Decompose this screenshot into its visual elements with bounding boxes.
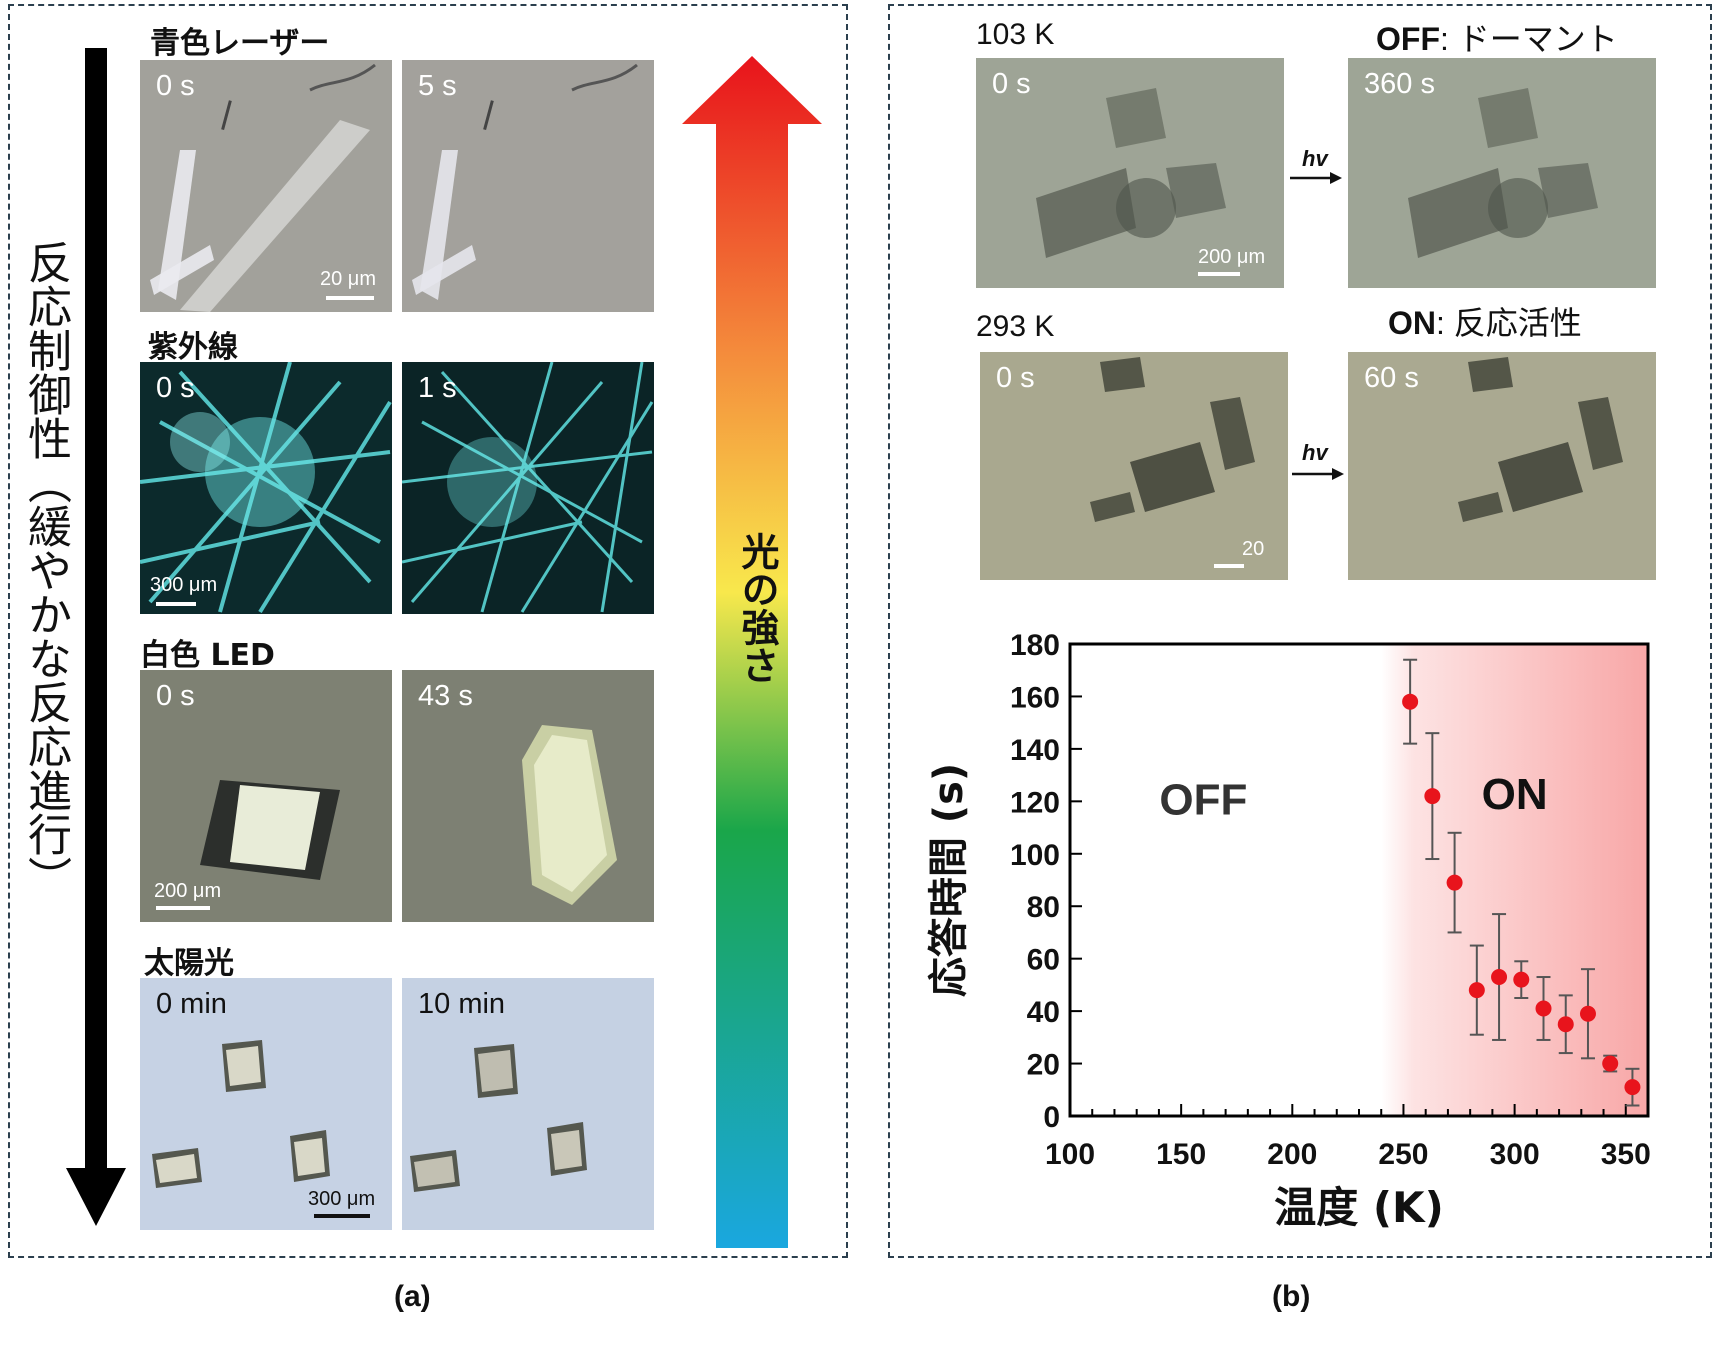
micrograph-uv-0: 0 s 300 μm (140, 362, 392, 614)
arrow-right-icon (1290, 170, 1342, 184)
light-intensity-arrow (682, 56, 822, 1250)
time-label: 1 s (418, 372, 457, 404)
row-title-white-led: 白色 LED (140, 638, 275, 673)
scale-bar (1214, 564, 1244, 568)
state-on-bold: ON (1388, 305, 1436, 341)
y-tick-label: 40 (1027, 996, 1060, 1029)
state-off-bold: OFF (1376, 21, 1440, 57)
micrograph-sun-0: 0 min 300 μm (140, 978, 392, 1230)
y-tick-label: 80 (1027, 891, 1060, 924)
micrograph-103k-1: 360 s (1348, 58, 1656, 288)
data-point (1424, 788, 1441, 805)
data-point (1579, 1005, 1596, 1022)
hv-label: hv (1302, 440, 1328, 465)
y-tick-label: 60 (1027, 944, 1060, 977)
on-region (1381, 644, 1648, 1116)
scale-label: 20 μm (320, 268, 376, 290)
micrograph-blue-laser-0: 0 s 20 μm (140, 60, 392, 312)
scale-label: 200 μm (1198, 246, 1266, 268)
time-label: 0 s (992, 68, 1031, 100)
micrograph-uv-1: 1 s (402, 362, 654, 614)
y-tick-label: 100 (1010, 839, 1060, 872)
temperature-label-293: 293 K (976, 310, 1055, 343)
x-tick-label: 350 (1601, 1138, 1651, 1171)
micrograph-293k-1: 60 s (1348, 352, 1656, 580)
micrograph-103k-0: 0 s 200 μm (976, 58, 1284, 288)
time-label: 0 s (156, 680, 195, 712)
micrograph-led-1: 43 s (402, 670, 654, 922)
data-point (1513, 971, 1530, 988)
data-point (1602, 1055, 1619, 1072)
x-tick-label: 150 (1156, 1138, 1206, 1171)
row-title-blue-laser: 青色レーザー (150, 26, 330, 61)
scale-label: 300 μm (150, 574, 218, 596)
data-point (1446, 874, 1463, 891)
x-tick-label: 300 (1490, 1138, 1540, 1171)
left-axis-label: 反応制御性（緩やかな反応進行） (20, 240, 71, 900)
panel-b (888, 4, 1712, 1258)
panel-a (8, 4, 848, 1258)
state-off-label: OFF: ドーマント (1376, 14, 1618, 60)
arrow-right-icon (1292, 466, 1344, 480)
data-point (1402, 693, 1419, 710)
scale-bar (1198, 272, 1240, 276)
y-tick-label: 140 (1010, 734, 1060, 767)
x-tick-label: 200 (1267, 1138, 1317, 1171)
temperature-label-103: 103 K (976, 18, 1055, 51)
time-label: 0 s (156, 372, 195, 404)
scale-label: 300 μm (308, 1188, 376, 1210)
x-axis-label: 温度 (K) (1274, 1183, 1444, 1232)
data-point (1491, 969, 1508, 986)
response-time-chart: 100 150 200 250 300 350 0 20 40 60 80 100 120 140 160 1… (926, 629, 1651, 1232)
x-tick-label: 250 (1378, 1138, 1428, 1171)
scale-bar (156, 602, 196, 606)
y-tick-label: 20 (1027, 1049, 1060, 1082)
micrograph-led-0: 0 s 200 μm (140, 670, 392, 922)
y-tick-label: 0 (1043, 1101, 1060, 1134)
micrograph-293k-0: 0 s 20 (980, 352, 1288, 580)
data-point (1557, 1016, 1574, 1033)
micrograph-sun-1: 10 min (402, 978, 654, 1230)
state-on-label: ON: 反応活性 (1388, 298, 1582, 344)
on-region-label: ON (1482, 770, 1548, 819)
row-title-sunlight: 太陽光 (144, 946, 234, 981)
row-title-uv: 紫外線 (148, 330, 238, 365)
time-label: 360 s (1364, 68, 1435, 100)
time-label: 5 s (418, 70, 457, 102)
data-point (1535, 1000, 1552, 1017)
caption-b: (b) (1272, 1280, 1311, 1313)
off-region-label: OFF (1159, 775, 1247, 824)
y-tick-label: 160 (1010, 681, 1060, 714)
time-label: 0 s (156, 70, 195, 102)
scale-bar (326, 296, 374, 300)
right-axis-label: 光の強さ (735, 532, 779, 684)
scale-bar (156, 906, 210, 910)
time-label: 60 s (1364, 362, 1419, 394)
data-point (1468, 982, 1485, 999)
time-label: 10 min (418, 988, 506, 1020)
control-arrow (66, 48, 126, 1226)
scale-label: 20 (1242, 538, 1265, 560)
y-tick-label: 180 (1010, 629, 1060, 662)
time-label: 0 min (156, 988, 227, 1020)
data-point (1624, 1079, 1641, 1096)
time-label: 43 s (418, 680, 473, 712)
caption-a: (a) (394, 1280, 431, 1313)
state-on-rest: : 反応活性 (1436, 305, 1582, 341)
y-tick-label: 120 (1010, 786, 1060, 819)
micrograph-blue-laser-1: 5 s (402, 60, 654, 312)
x-tick-label: 100 (1045, 1138, 1095, 1171)
time-label: 0 s (996, 362, 1035, 394)
hv-label: hv (1302, 146, 1328, 171)
y-axis-label: 応答時間 (s) (926, 763, 972, 997)
state-off-rest: : ドーマント (1439, 21, 1618, 57)
scale-label: 200 μm (154, 880, 222, 902)
scale-bar (314, 1214, 370, 1218)
